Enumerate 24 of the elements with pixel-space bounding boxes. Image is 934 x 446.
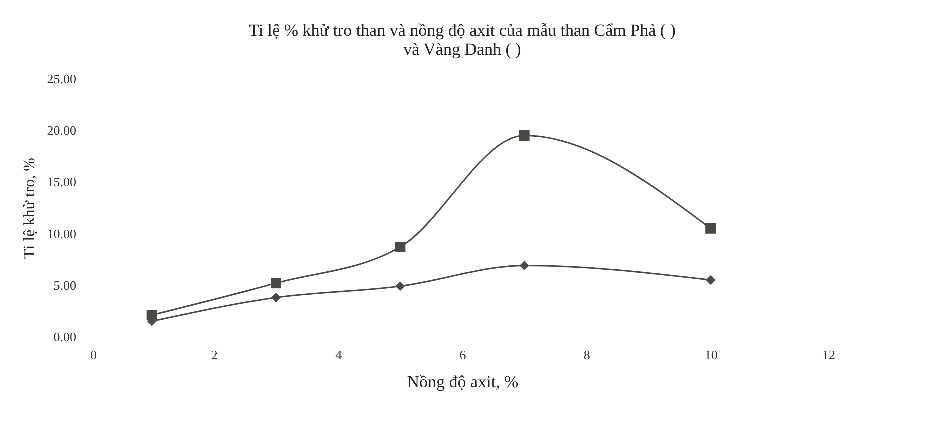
x-tick-label: 6 [460,348,467,362]
x-tick-label: 8 [584,348,590,362]
x-tick-label: 12 [822,348,836,362]
x-axis-title: Nồng độ axit, % [407,372,519,392]
point [271,278,282,289]
y-tick-label: 0.00 [54,330,76,344]
y-tick-label: 5.00 [54,278,76,293]
point [272,293,281,303]
x-tick-label: 0 [90,348,97,362]
y-tick-label: 15.00 [47,174,76,190]
x-tick-label: 10 [704,348,718,362]
chart-title: Ti lệ % khử tro than và nồng độ axit của mẫu than Cẩm Phả ( ) và Vàng Danh ( ) [249,21,676,59]
x-tick-label: 4 [336,348,343,362]
point [706,223,716,234]
y-axis-title: Ti lệ khử tro, % [21,158,38,259]
point [519,130,530,142]
point [520,261,530,271]
y-tick-label: 25.00 [47,72,76,86]
x-tick-label: 2 [211,348,218,362]
point [395,242,406,252]
y-tick-label: 10.00 [47,226,76,242]
point [396,282,406,292]
point [706,275,716,285]
y-tick-label: 20.00 [47,123,76,138]
